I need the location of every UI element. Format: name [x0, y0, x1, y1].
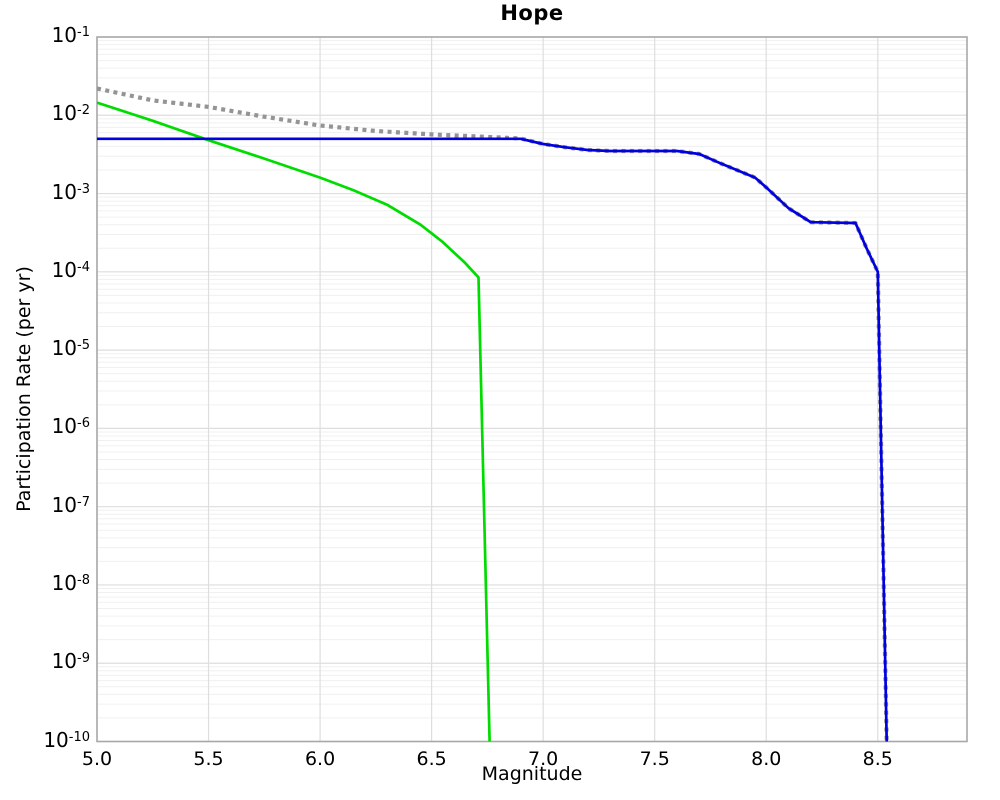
- x-tick-label: 7.5: [639, 747, 670, 770]
- x-tick-label: 6.5: [416, 747, 447, 770]
- y-tick-label: 10-6: [51, 414, 90, 439]
- y-tick-label: 10-2: [51, 101, 90, 126]
- x-tick-label: 8.5: [862, 747, 893, 770]
- gray-dotted-reference: [97, 86, 889, 742]
- x-tick-label: 7.0: [528, 747, 559, 770]
- y-tick-label: 10-8: [51, 570, 90, 595]
- y-tick-label: 10-4: [51, 257, 90, 282]
- plot-border: [96, 36, 968, 743]
- y-tick-label: 10-9: [51, 649, 90, 674]
- blue-participation-curve: [97, 137, 889, 742]
- x-tick-label: 5.5: [193, 747, 224, 770]
- chart-title: Hope: [500, 1, 564, 25]
- x-axis-label: Magnitude: [481, 763, 583, 785]
- y-tick-label: 10-5: [51, 336, 90, 361]
- x-tick-label: 8.0: [751, 747, 782, 770]
- x-tick-label: 5.0: [81, 747, 113, 770]
- y-tick-label: 10-3: [51, 179, 90, 204]
- x-tick-label: 6.0: [304, 747, 336, 770]
- y-tick-label: 10-10: [43, 727, 90, 752]
- y-tick-label: 10-1: [51, 23, 90, 47]
- y-tick-label: 10-7: [51, 492, 90, 517]
- green-hazard-curve: [97, 101, 491, 742]
